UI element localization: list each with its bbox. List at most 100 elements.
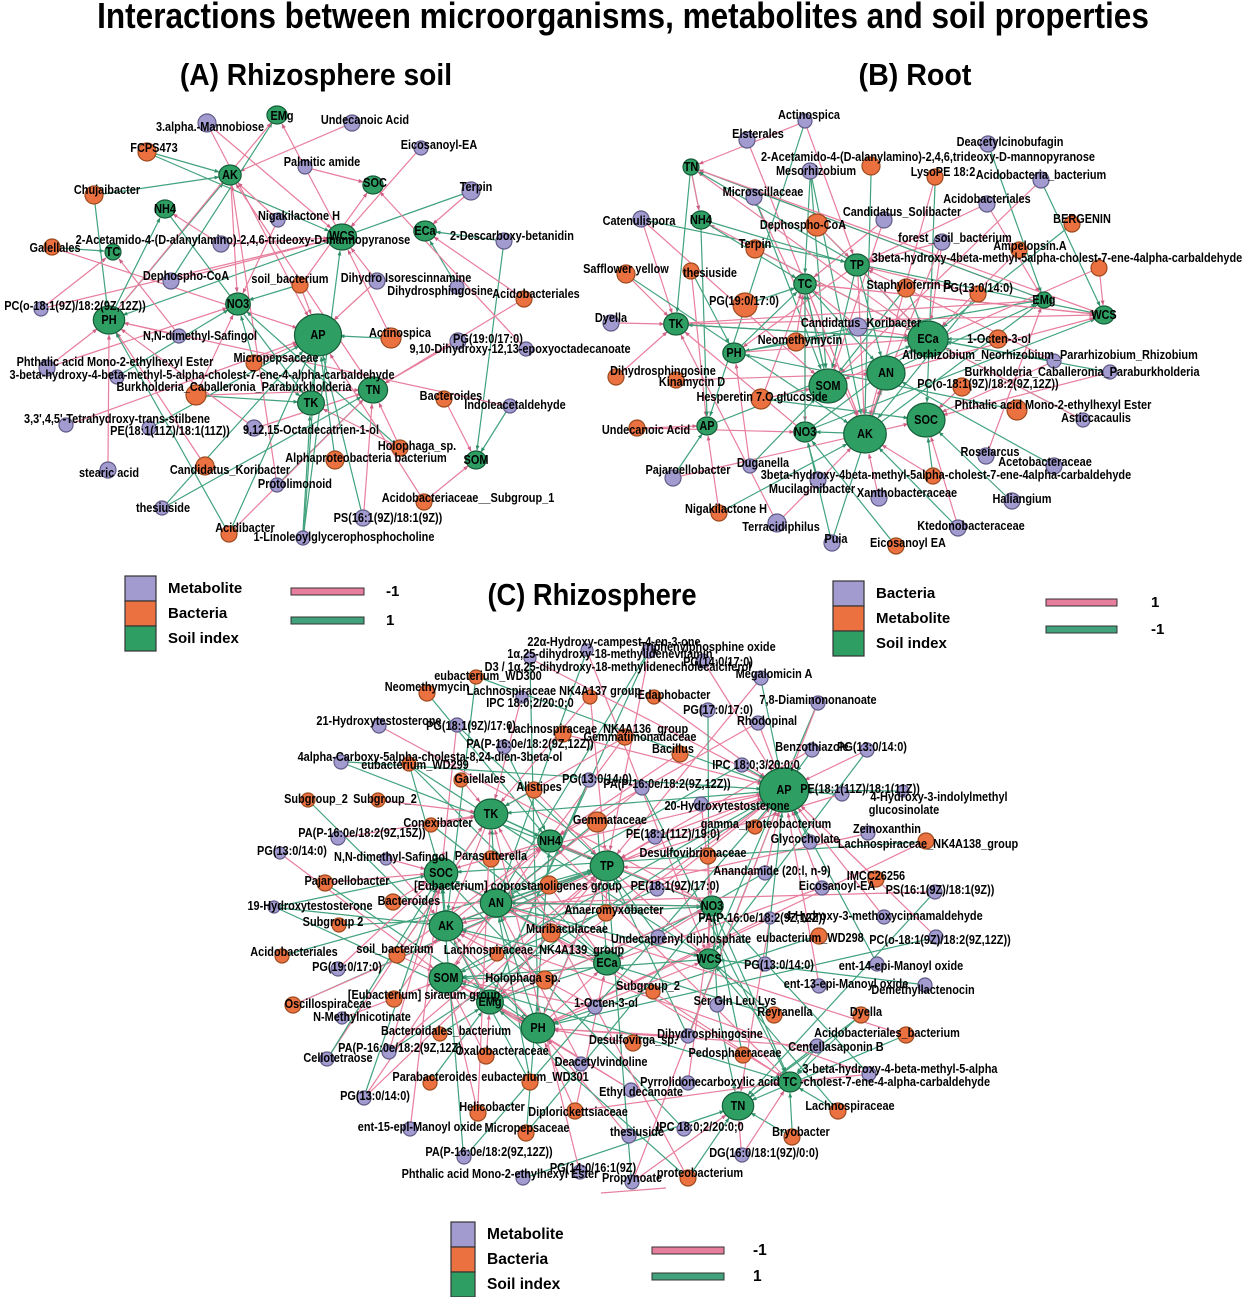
svg-text:AK: AK	[438, 919, 454, 933]
svg-text:Dephospho-CoA: Dephospho-CoA	[143, 269, 230, 283]
svg-text:TC: TC	[798, 277, 813, 291]
svg-text:NH4: NH4	[154, 202, 176, 216]
svg-text:Soil index: Soil index	[168, 630, 240, 647]
svg-text:[Eubacterium] siraeum group: [Eubacterium] siraeum group	[348, 988, 500, 1002]
svg-text:Bacillus: Bacillus	[652, 742, 694, 756]
svg-text:19-Hydroxytestosterone: 19-Hydroxytestosterone	[247, 899, 373, 913]
svg-text:AN: AN	[878, 366, 894, 380]
svg-text:PA(P-16:0e/18:2(9Z,12Z)): PA(P-16:0e/18:2(9Z,12Z))	[698, 911, 825, 925]
svg-text:PG(13:0/14:0): PG(13:0/14:0)	[943, 281, 1013, 295]
svg-text:Haliangium: Haliangium	[993, 492, 1052, 506]
svg-text:1-Linoleoylglycerophosphocholi: 1-Linoleoylglycerophosphocholine	[253, 530, 434, 544]
svg-text:3-beta-hydroxy-4-beta-methyl-5: 3-beta-hydroxy-4-beta-methyl-5-alpha-cho…	[10, 368, 395, 382]
svg-text:Holophaga_sp.: Holophaga_sp.	[378, 439, 456, 453]
svg-text:TP: TP	[850, 258, 864, 272]
svg-text:Allorhizobium_Neorhizobium_Par: Allorhizobium_Neorhizobium_Pararhizobium…	[902, 348, 1198, 362]
svg-text:ECa: ECa	[414, 224, 436, 238]
svg-text:Mucilaginibacter: Mucilaginibacter	[769, 482, 856, 496]
svg-text:Reyranella: Reyranella	[757, 1005, 813, 1019]
svg-text:Dihydrosphingosine: Dihydrosphingosine	[387, 284, 493, 298]
svg-text:soil_bacterium: soil_bacterium	[356, 942, 433, 956]
svg-text:Candidatus_Solibacter: Candidatus_Solibacter	[843, 205, 962, 219]
svg-text:Nigakilactone H: Nigakilactone H	[685, 502, 767, 516]
svg-text:N-Methylnicotinate: N-Methylnicotinate	[313, 1010, 411, 1024]
svg-text:Desulfovibrionaceae: Desulfovibrionaceae	[640, 846, 747, 860]
svg-text:7,8-Diaminononanoate: 7,8-Diaminononanoate	[759, 693, 877, 707]
svg-text:PE(18:1(11Z)/19:0): PE(18:1(11Z)/19:0)	[626, 827, 720, 841]
svg-text:AN: AN	[488, 896, 504, 910]
svg-text:1-Octen-3-ol: 1-Octen-3-ol	[574, 996, 638, 1010]
svg-text:Soil index: Soil index	[876, 635, 948, 652]
svg-text:Pedosphaeraceae: Pedosphaeraceae	[689, 1046, 782, 1060]
svg-text:AP: AP	[776, 783, 791, 797]
svg-text:thesiuside: thesiuside	[683, 266, 737, 280]
svg-text:Protolimonoid: Protolimonoid	[258, 477, 332, 491]
svg-text:Acidibacter: Acidibacter	[215, 521, 275, 535]
svg-text:IMCC26256: IMCC26256	[847, 869, 906, 883]
svg-text:Centellasaponin B: Centellasaponin B	[788, 1040, 883, 1054]
svg-text:Benzothiazole: Benzothiazole	[775, 740, 849, 754]
svg-text:Anaeromyxobacter: Anaeromyxobacter	[564, 903, 663, 917]
svg-text:WCS: WCS	[1091, 308, 1117, 322]
svg-text:PG(18:1(9Z)/17:0): PG(18:1(9Z)/17:0)	[426, 719, 516, 733]
svg-text:PC(o-18:1(9Z)/18:2(9Z,12Z)): PC(o-18:1(9Z)/18:2(9Z,12Z))	[869, 933, 1011, 947]
svg-text:Nigakilactone H: Nigakilactone H	[258, 209, 340, 223]
svg-text:Candidatus_Koribacter: Candidatus_Koribacter	[801, 316, 922, 330]
svg-text:PA(P-16:0e/18:2(9Z,12Z)): PA(P-16:0e/18:2(9Z,12Z))	[603, 777, 730, 791]
svg-text:Actinospica: Actinospica	[778, 108, 840, 122]
svg-text:Holophaga sp.: Holophaga sp.	[485, 971, 560, 985]
svg-text:PE(18:1(11Z)/18:1(11Z)): PE(18:1(11Z)/18:1(11Z))	[800, 782, 920, 796]
svg-text:NO3: NO3	[227, 297, 250, 311]
svg-text:TC: TC	[783, 1075, 798, 1089]
svg-text:Ktedonobacteraceae: Ktedonobacteraceae	[917, 519, 1025, 533]
svg-text:D3 / 1α,25-dihydroxy-18-methyl: D3 / 1α,25-dihydroxy-18-methylidenechole…	[485, 660, 752, 674]
svg-text:Acidobacteriales: Acidobacteriales	[943, 192, 1031, 206]
svg-text:Deacetylvindoline: Deacetylvindoline	[555, 1055, 648, 1069]
svg-text:Phthalic acid Mono-2-ethylhexy: Phthalic acid Mono-2-ethylhexyl Ester	[17, 355, 214, 369]
svg-text:Subgroup 2: Subgroup 2	[303, 915, 364, 929]
svg-text:Pajaroellobacter: Pajaroellobacter	[645, 463, 730, 477]
svg-text:Roseiarcus: Roseiarcus	[961, 445, 1020, 459]
svg-text:TN: TN	[366, 383, 381, 397]
svg-text:3.alpha.-Mannobiose: 3.alpha.-Mannobiose	[156, 120, 265, 134]
svg-text:Safflower yellow: Safflower yellow	[583, 262, 669, 276]
svg-text:PG(19:0/17:0): PG(19:0/17:0)	[312, 960, 382, 974]
svg-text:Dyella: Dyella	[850, 1005, 883, 1019]
svg-text:Undecaprenyl diphosphate: Undecaprenyl diphosphate	[611, 932, 752, 946]
svg-text:PA(P-16:0e/18:2(9Z,12Z)): PA(P-16:0e/18:2(9Z,12Z))	[425, 1145, 552, 1159]
svg-text:Neomethymycin: Neomethymycin	[385, 680, 469, 694]
svg-text:Metabolite: Metabolite	[168, 580, 242, 597]
svg-text:Actinospica: Actinospica	[369, 326, 431, 340]
svg-text:soil_bacterium: soil_bacterium	[251, 272, 328, 286]
svg-text:ent-13-epi-Manoyl oxide: ent-13-epi-Manoyl oxide	[784, 977, 909, 991]
svg-text:3beta-hydroxy-4beta-methyl-5al: 3beta-hydroxy-4beta-methyl-5alpha-choles…	[872, 251, 1243, 265]
svg-text:1α,25-dihydroxy-18-methylidene: 1α,25-dihydroxy-18-methylidenevitamin	[507, 647, 712, 661]
svg-text:Microscillaceae: Microscillaceae	[723, 185, 804, 199]
svg-text:Megalomicin A: Megalomicin A	[736, 667, 813, 681]
svg-text:Desulfovirga_sp.: Desulfovirga_sp.	[589, 1033, 677, 1047]
svg-text:PA(P-16:0e/18:2(9Z,12Z): PA(P-16:0e/18:2(9Z,12Z)	[338, 1041, 462, 1055]
svg-text:Duganella: Duganella	[737, 456, 790, 470]
svg-text:Triphenylphosphine oxide: Triphenylphosphine oxide	[640, 640, 776, 654]
svg-text:2-Acetamido-4-(D-alanylamino)-: 2-Acetamido-4-(D-alanylamino)-2,4,6-trid…	[76, 233, 411, 247]
svg-text:PE(18:1(9Z)/17:0): PE(18:1(9Z)/17:0)	[631, 879, 720, 893]
svg-text:Muribaculaceae: Muribaculaceae	[526, 922, 608, 936]
svg-text:eubacterium_WD300: eubacterium_WD300	[434, 669, 542, 683]
svg-text:Terpin: Terpin	[739, 237, 772, 251]
svg-text:2-Descarboxy-betanidin: 2-Descarboxy-betanidin	[450, 229, 574, 243]
svg-text:Lachnospiraceae_NK4A139_group: Lachnospiraceae_NK4A139_group	[444, 943, 624, 957]
svg-text:1: 1	[753, 1268, 762, 1285]
svg-text:Bacteria: Bacteria	[168, 605, 228, 622]
svg-text:Undecanoic Acid: Undecanoic Acid	[602, 423, 690, 437]
svg-text:PG(13:0/14:0): PG(13:0/14:0)	[837, 740, 907, 754]
svg-text:PA(P-16:0e/18:2(9Z,15Z)): PA(P-16:0e/18:2(9Z,15Z))	[298, 826, 425, 840]
svg-text:AP: AP	[699, 419, 714, 433]
svg-text:Acidobacteriales: Acidobacteriales	[492, 287, 580, 301]
svg-text:Deacetylcinobufagin: Deacetylcinobufagin	[957, 135, 1064, 149]
svg-text:Rhodopinal: Rhodopinal	[737, 714, 797, 728]
svg-text:Gemmataceae: Gemmataceae	[573, 813, 648, 827]
svg-text:PG(14:0/16:1(9Z): PG(14:0/16:1(9Z)	[550, 1161, 636, 1175]
svg-text:20-Hydroxytestosterone: 20-Hydroxytestosterone	[664, 799, 790, 813]
svg-text:ent-14-epi-Manoyl oxide: ent-14-epi-Manoyl oxide	[839, 959, 964, 973]
svg-text:FCPS473: FCPS473	[130, 141, 178, 155]
